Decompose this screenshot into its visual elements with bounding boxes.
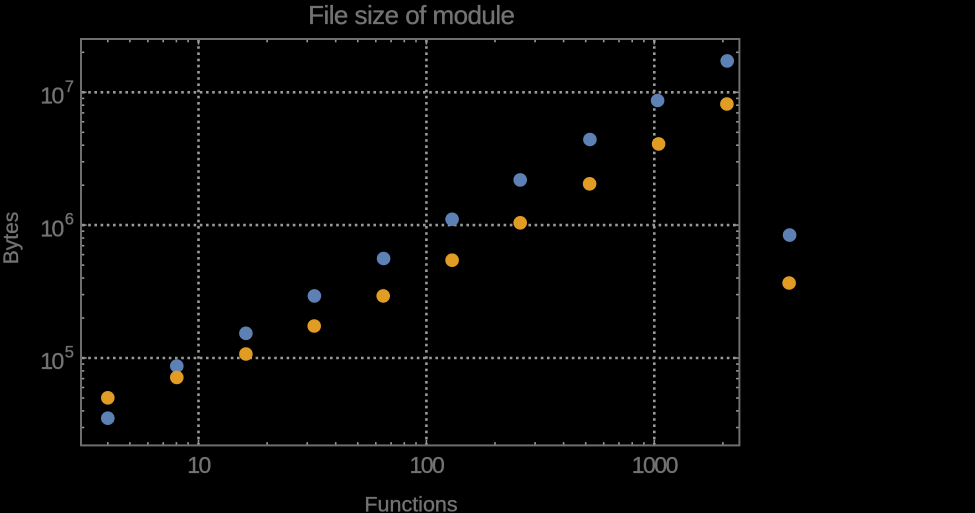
svg-text:10: 10 bbox=[40, 215, 63, 241]
svg-text:Bytes: Bytes bbox=[0, 212, 23, 265]
svg-text:5: 5 bbox=[65, 344, 74, 362]
svg-text:10: 10 bbox=[187, 452, 210, 478]
svg-text:6: 6 bbox=[65, 211, 74, 229]
svg-text:10: 10 bbox=[40, 83, 63, 109]
svg-text:7: 7 bbox=[65, 78, 74, 96]
svg-text:Functions: Functions bbox=[364, 492, 457, 513]
svg-text:File size of module: File size of module bbox=[308, 0, 514, 30]
svg-text:1000: 1000 bbox=[632, 452, 678, 478]
svg-text:100: 100 bbox=[409, 452, 444, 478]
svg-text:10: 10 bbox=[40, 348, 63, 374]
